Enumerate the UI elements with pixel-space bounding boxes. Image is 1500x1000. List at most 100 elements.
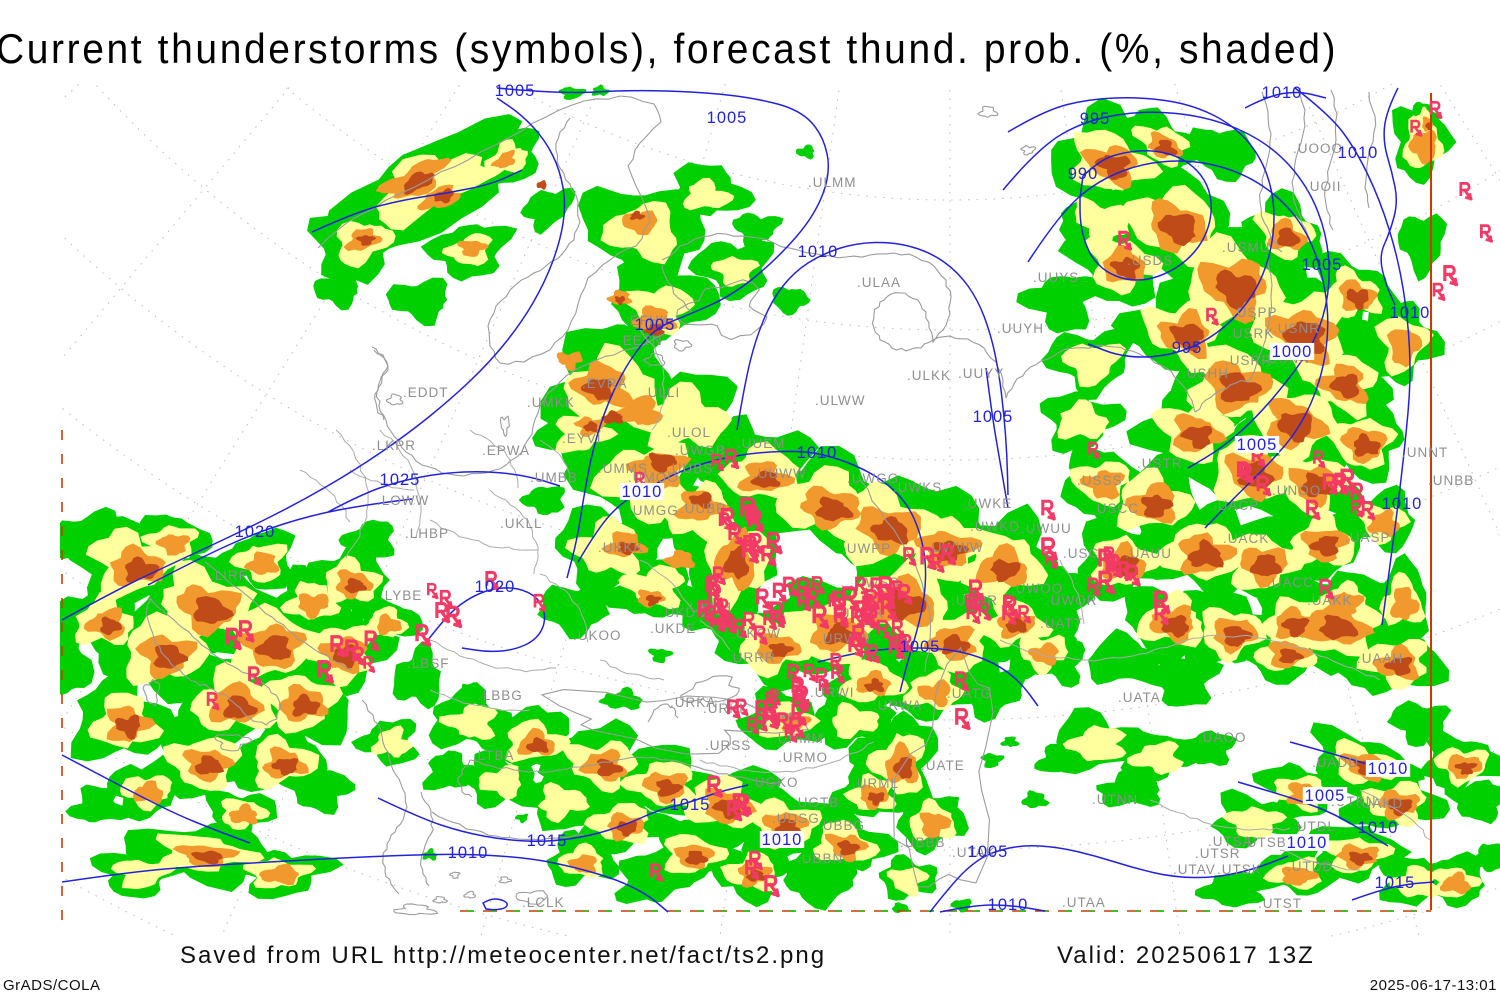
isobar-label: 1010 xyxy=(448,844,489,862)
thunderstorm-symbol xyxy=(1432,282,1446,301)
station-label: .LBSF xyxy=(407,656,450,671)
station-label: .UKDD xyxy=(660,605,707,620)
station-label: .UKLL xyxy=(500,516,543,531)
station-label: .EVRA xyxy=(582,376,628,391)
station-label: .EFHK xyxy=(625,313,670,328)
station-label: .EYVI xyxy=(562,431,602,446)
station-label: .USHH xyxy=(1182,366,1229,381)
thunderstorm-symbol xyxy=(1459,181,1473,201)
station-label: .UASP xyxy=(1345,530,1391,545)
station-label: .USPP xyxy=(1232,305,1278,320)
station-label: .UTAV xyxy=(1173,862,1216,877)
station-label: .UAUU xyxy=(1125,546,1172,561)
station-label: .UKKK xyxy=(598,540,644,555)
station-label: .UWUU xyxy=(1021,521,1072,536)
station-label: .LCLK xyxy=(522,895,565,910)
isobar-label: 1005 xyxy=(968,843,1009,861)
station-label: .UNBB xyxy=(1428,473,1474,488)
thunderstorm-symbol xyxy=(1041,499,1056,521)
isobar-label: 1010 xyxy=(1358,819,1399,837)
station-label: .ULAA xyxy=(857,275,901,290)
station-label: .UGKO xyxy=(750,775,799,790)
thunderstorm-symbol xyxy=(1479,224,1493,243)
station-label: .UBBG xyxy=(818,818,865,833)
station-label: .LKPR xyxy=(372,438,416,453)
station-label: .USDS xyxy=(1127,253,1173,268)
station-label: .ULOL xyxy=(667,425,711,440)
station-label: .UWWW xyxy=(927,540,984,555)
station-label: .UWPP xyxy=(842,541,891,556)
grads-credit: GrADS/COLA xyxy=(3,977,101,994)
isobar-label: 1010 xyxy=(1338,144,1379,162)
station-label: .UAAH xyxy=(1357,651,1403,666)
isobar-label: 995 xyxy=(1080,110,1111,128)
station-label: .UDSG xyxy=(772,811,820,826)
isobar-label: 1015 xyxy=(670,796,711,814)
station-label: .UWKE xyxy=(963,496,1012,511)
station-label: .UKDE xyxy=(650,621,696,636)
station-label: .LHBP xyxy=(405,526,449,541)
station-label: .UADD xyxy=(1312,755,1359,770)
station-label: .UUBS xyxy=(667,461,713,476)
station-label: .UACP xyxy=(1213,498,1259,513)
station-label: .UAKD xyxy=(1357,796,1403,811)
station-label: .UTST xyxy=(1258,896,1302,911)
valid-time-text: Valid: 20250617 13Z xyxy=(1057,942,1315,969)
station-label: .UMKK xyxy=(527,395,575,410)
station-label: .UUYY xyxy=(958,366,1004,381)
isobar-label: 1020 xyxy=(475,578,516,596)
isobar-label: 1010 xyxy=(762,831,803,849)
station-label: .UWGG xyxy=(847,471,899,486)
station-label: .UUEM xyxy=(737,436,786,451)
coastline-layer xyxy=(142,87,1431,916)
station-label: .UATG xyxy=(947,686,992,701)
station-label: .ULWW xyxy=(815,393,866,408)
isobar-label: 1005 xyxy=(973,408,1014,426)
station-label: .UWKS xyxy=(893,480,942,495)
station-label: .UAOO xyxy=(1198,730,1247,745)
station-label: .UMMS xyxy=(598,461,648,476)
station-label: .USTR xyxy=(1137,456,1183,471)
station-label: .LBBG xyxy=(478,688,523,703)
station-label: .UNNT xyxy=(1402,445,1448,460)
isobar-label: 1005 xyxy=(1237,436,1278,454)
station-label: .UUYS xyxy=(1033,270,1079,285)
station-label: .UOII xyxy=(1305,179,1342,194)
station-label: .UATT xyxy=(1040,616,1083,631)
station-label: .EDDT xyxy=(403,385,449,400)
station-label: .UACC xyxy=(1267,575,1314,590)
station-label: .USSS xyxy=(1077,473,1123,488)
isobar-label: 1020 xyxy=(235,523,276,541)
station-label: .UTAA xyxy=(1062,895,1106,910)
station-label: .URWI xyxy=(810,685,855,700)
station-label: .UATA xyxy=(1118,690,1161,705)
saved-url-text: Saved from URL http://meteocenter.net/fa… xyxy=(180,942,827,969)
station-label: .LOWW xyxy=(377,493,429,508)
isobar-label: 1010 xyxy=(1390,304,1431,322)
station-label: .LYBE xyxy=(380,588,422,603)
station-label: .USRK xyxy=(1228,326,1274,341)
station-label: .UTSK xyxy=(1217,862,1262,877)
station-label: .URMM xyxy=(773,731,824,746)
station-label: .UUWW xyxy=(753,466,807,481)
station-label: .UACK xyxy=(1223,531,1269,546)
station-label: .ULKK xyxy=(907,368,951,383)
station-label: .ULLI xyxy=(643,385,680,400)
station-label: .USNR xyxy=(1273,321,1320,336)
station-label: .UGTB xyxy=(793,795,839,810)
station-label: .USRR xyxy=(1225,353,1272,368)
station-label: .UTSA xyxy=(1208,834,1253,849)
station-label: .URWA xyxy=(873,698,922,713)
thunderstorm-symbol xyxy=(1443,265,1458,286)
station-label: .ULMM xyxy=(808,175,857,190)
station-label: .UUYH xyxy=(997,321,1044,336)
station-label: .UTDD xyxy=(1287,859,1333,874)
station-label: .LTBA xyxy=(473,748,515,763)
station-label: .URMO xyxy=(778,750,828,765)
isobar-label: 1005 xyxy=(635,316,676,334)
isobar-label: 1005 xyxy=(495,82,536,100)
isobar-label: 1005 xyxy=(1305,787,1346,805)
isobar-label: 1015 xyxy=(527,832,568,850)
